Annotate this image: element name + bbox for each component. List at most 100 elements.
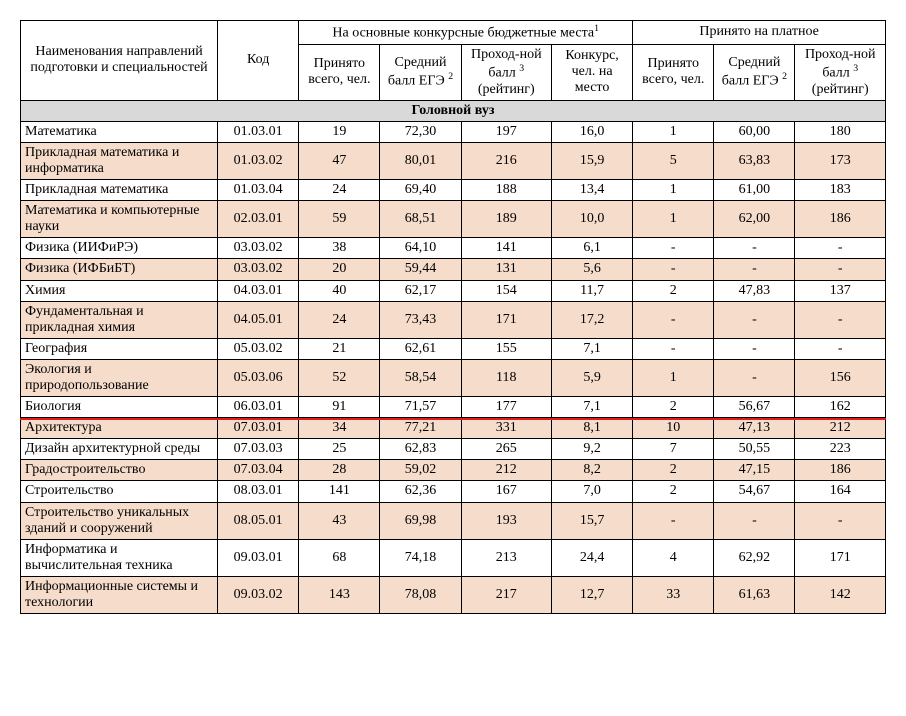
cell-paid-accepted: 2 — [633, 280, 714, 301]
cell-budget-pass: 216 — [461, 142, 551, 179]
cell-paid-pass: - — [795, 502, 886, 539]
cell-budget-avg: 64,10 — [380, 238, 461, 259]
cell-paid-avg: 47,83 — [714, 280, 795, 301]
cell-name: Градостроительство — [21, 460, 218, 481]
cell-budget-comp: 9,2 — [551, 439, 632, 460]
cell-name: Химия — [21, 280, 218, 301]
cell-paid-avg: 63,83 — [714, 142, 795, 179]
col-group-budget: На основные конкурсные бюджетные места1 — [299, 21, 633, 45]
cell-paid-pass: 164 — [795, 481, 886, 502]
cell-name: Дизайн архитектурной среды — [21, 439, 218, 460]
cell-budget-pass: 265 — [461, 439, 551, 460]
cell-budget-avg: 68,51 — [380, 201, 461, 238]
cell-paid-accepted: 4 — [633, 539, 714, 576]
cell-paid-pass: 173 — [795, 142, 886, 179]
cell-name: География — [21, 338, 218, 359]
cell-budget-accepted: 47 — [299, 142, 380, 179]
cell-budget-accepted: 40 — [299, 280, 380, 301]
col-header-code: Код — [218, 21, 299, 101]
cell-paid-avg: 50,55 — [714, 439, 795, 460]
cell-code: 03.03.02 — [218, 259, 299, 280]
cell-code: 06.03.01 — [218, 397, 299, 418]
cell-budget-accepted: 38 — [299, 238, 380, 259]
cell-paid-avg: - — [714, 238, 795, 259]
cell-paid-avg: - — [714, 502, 795, 539]
cell-budget-comp: 13,4 — [551, 180, 632, 201]
cell-paid-pass: 171 — [795, 539, 886, 576]
cell-budget-pass: 155 — [461, 338, 551, 359]
table-row: Математика01.03.011972,3019716,0160,0018… — [21, 121, 886, 142]
table-row: Прикладная математика и информатика01.03… — [21, 142, 886, 179]
cell-budget-pass: 154 — [461, 280, 551, 301]
table-row: Дизайн архитектурной среды07.03.032562,8… — [21, 439, 886, 460]
cell-name: Физика (ИИФиРЭ) — [21, 238, 218, 259]
cell-code: 01.03.04 — [218, 180, 299, 201]
cell-paid-avg: - — [714, 338, 795, 359]
cell-budget-pass: 188 — [461, 180, 551, 201]
cell-budget-accepted: 141 — [299, 481, 380, 502]
cell-budget-comp: 6,1 — [551, 238, 632, 259]
cell-code: 09.03.01 — [218, 539, 299, 576]
table-row: Математика и компьютерные науки02.03.015… — [21, 201, 886, 238]
cell-name: Прикладная математика — [21, 180, 218, 201]
cell-budget-avg: 62,36 — [380, 481, 461, 502]
cell-budget-avg: 77,21 — [380, 418, 461, 439]
cell-budget-pass: 141 — [461, 238, 551, 259]
cell-budget-comp: 7,1 — [551, 397, 632, 418]
cell-budget-pass: 217 — [461, 576, 551, 613]
table-row: Физика (ИИФиРЭ)03.03.023864,101416,1--- — [21, 238, 886, 259]
cell-budget-comp: 5,9 — [551, 359, 632, 396]
cell-paid-accepted: 2 — [633, 397, 714, 418]
cell-paid-pass: - — [795, 338, 886, 359]
cell-budget-accepted: 34 — [299, 418, 380, 439]
cell-budget-pass: 213 — [461, 539, 551, 576]
cell-name: Математика — [21, 121, 218, 142]
cell-budget-accepted: 68 — [299, 539, 380, 576]
table-row: Химия04.03.014062,1715411,7247,83137 — [21, 280, 886, 301]
cell-paid-accepted: 5 — [633, 142, 714, 179]
cell-budget-comp: 16,0 — [551, 121, 632, 142]
cell-name: Биология — [21, 397, 218, 418]
cell-code: 07.03.04 — [218, 460, 299, 481]
cell-budget-avg: 62,61 — [380, 338, 461, 359]
cell-budget-accepted: 91 — [299, 397, 380, 418]
cell-budget-accepted: 43 — [299, 502, 380, 539]
cell-budget-accepted: 59 — [299, 201, 380, 238]
cell-code: 01.03.02 — [218, 142, 299, 179]
cell-code: 07.03.01 — [218, 418, 299, 439]
cell-paid-accepted: 10 — [633, 418, 714, 439]
table-row: Фундаментальная и прикладная химия04.05.… — [21, 301, 886, 338]
cell-paid-accepted: - — [633, 502, 714, 539]
cell-paid-pass: 183 — [795, 180, 886, 201]
cell-budget-accepted: 28 — [299, 460, 380, 481]
cell-paid-pass: 142 — [795, 576, 886, 613]
table-row: Строительство уникальных зданий и сооруж… — [21, 502, 886, 539]
cell-budget-avg: 78,08 — [380, 576, 461, 613]
cell-name: Строительство — [21, 481, 218, 502]
col-header-name: Наименования направлений подготовки и сп… — [21, 21, 218, 101]
cell-code: 02.03.01 — [218, 201, 299, 238]
cell-paid-pass: 137 — [795, 280, 886, 301]
cell-paid-avg: 60,00 — [714, 121, 795, 142]
table-row: Экология и природопользование05.03.06525… — [21, 359, 886, 396]
section-title: Головной вуз — [21, 100, 886, 121]
cell-paid-avg: 61,00 — [714, 180, 795, 201]
col-sub-paid-avg: Средний балл ЕГЭ 2 — [714, 44, 795, 100]
cell-name: Прикладная математика и информатика — [21, 142, 218, 179]
cell-budget-comp: 7,1 — [551, 338, 632, 359]
col-group-budget-label: На основные конкурсные бюджетные места — [332, 26, 594, 41]
cell-paid-accepted: - — [633, 338, 714, 359]
cell-budget-comp: 17,2 — [551, 301, 632, 338]
cell-budget-avg: 58,54 — [380, 359, 461, 396]
table-row: Биология06.03.019171,571777,1256,67162 — [21, 397, 886, 418]
cell-paid-accepted: 33 — [633, 576, 714, 613]
table-row: Физика (ИФБиБТ)03.03.022059,441315,6--- — [21, 259, 886, 280]
col-sub-budget-accepted: Принято всего, чел. — [299, 44, 380, 100]
cell-code: 05.03.02 — [218, 338, 299, 359]
cell-name: Архитектура — [21, 418, 218, 439]
cell-budget-comp: 15,7 — [551, 502, 632, 539]
cell-paid-avg: - — [714, 259, 795, 280]
cell-budget-accepted: 52 — [299, 359, 380, 396]
cell-budget-comp: 10,0 — [551, 201, 632, 238]
cell-paid-pass: 212 — [795, 418, 886, 439]
